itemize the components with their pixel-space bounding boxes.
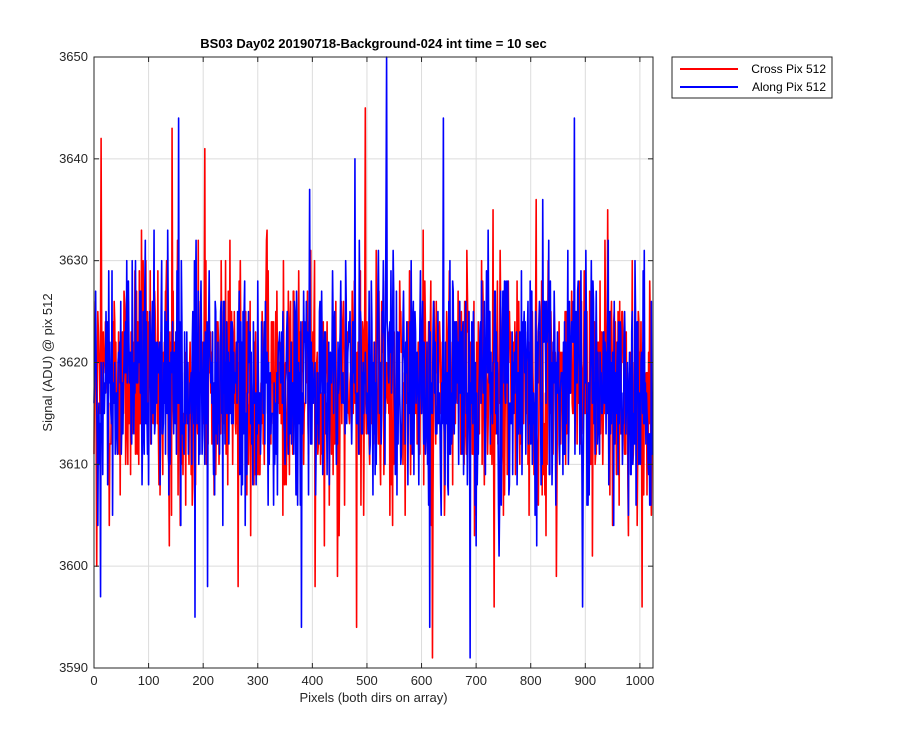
- y-tick-label: 3590: [59, 660, 88, 675]
- chart-title: BS03 Day02 20190718-Background-024 int t…: [200, 36, 547, 51]
- x-axis-title: Pixels (both dirs on array): [299, 690, 447, 705]
- x-tick-label: 600: [411, 673, 433, 688]
- legend[interactable]: Cross Pix 512 Along Pix 512: [671, 56, 833, 99]
- y-tick-label: 3630: [59, 253, 88, 268]
- x-tick-label: 700: [465, 673, 487, 688]
- legend-box: [671, 56, 833, 99]
- x-tick-label: 300: [247, 673, 269, 688]
- x-tick-label: 0: [90, 673, 97, 688]
- y-tick-label: 3620: [59, 355, 88, 370]
- y-tick-label: 3650: [59, 49, 88, 64]
- x-tick-label: 800: [520, 673, 542, 688]
- y-tick-label: 3640: [59, 151, 88, 166]
- x-tick-label: 100: [138, 673, 160, 688]
- legend-label-cross: Cross Pix 512: [751, 62, 826, 76]
- y-tick-label: 3610: [59, 456, 88, 471]
- legend-label-along: Along Pix 512: [752, 80, 826, 94]
- ticks: 0 100 200 300 400 500 600 700 800 900 1000 3590 3600…: [59, 49, 654, 688]
- y-axis-title: Signal (ADU) @ pix 512: [40, 293, 55, 431]
- x-tick-label: 500: [356, 673, 378, 688]
- x-tick-label: 400: [302, 673, 324, 688]
- y-tick-label: 3600: [59, 558, 88, 573]
- series-line-along: [93, 56, 653, 659]
- series-group: [93, 56, 654, 659]
- x-tick-label: 1000: [625, 673, 654, 688]
- x-tick-label: 200: [192, 673, 214, 688]
- x-tick-label: 900: [574, 673, 596, 688]
